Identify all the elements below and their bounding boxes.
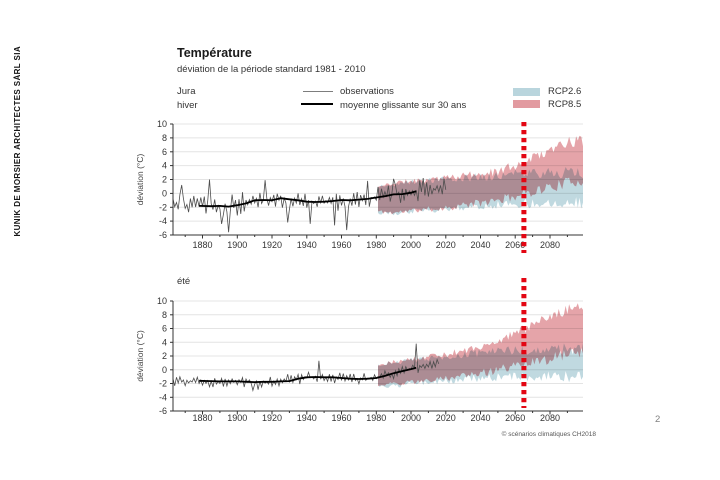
- legend-observations: observations: [340, 86, 394, 97]
- chart-hiver: 10 8 6 4 2 0 -2 -4 -6 1880 1900 1920 1940 1960 1980 200…: [135, 119, 583, 253]
- svg-text:1960: 1960: [331, 413, 351, 423]
- svg-text:1900: 1900: [227, 413, 247, 423]
- legend-rcp26: RCP2.6: [548, 86, 582, 97]
- copyright-credit: © scénarios climatiques CH2018: [501, 431, 596, 438]
- svg-text:1880: 1880: [192, 240, 212, 250]
- rcp26-swatch: [513, 88, 540, 96]
- svg-text:1900: 1900: [227, 240, 247, 250]
- brand-text: KUNIK DE MORSIER ARCHITECTES SÀRL SIA: [13, 45, 22, 237]
- season-label-hiver: hiver: [177, 100, 198, 111]
- page-title: Température: [177, 46, 252, 60]
- svg-text:1940: 1940: [297, 240, 317, 250]
- svg-text:-6: -6: [159, 406, 167, 416]
- svg-text:0: 0: [162, 188, 167, 198]
- svg-text:1980: 1980: [366, 413, 386, 423]
- svg-text:4: 4: [162, 161, 167, 171]
- svg-text:2: 2: [162, 175, 167, 185]
- svg-text:2080: 2080: [540, 413, 560, 423]
- svg-text:4: 4: [162, 337, 167, 347]
- rcp85-swatch: [513, 100, 540, 108]
- svg-text:8: 8: [162, 310, 167, 320]
- svg-text:2000: 2000: [401, 240, 421, 250]
- region-label: Jura: [177, 86, 196, 97]
- svg-text:10: 10: [157, 296, 167, 306]
- svg-text:2040: 2040: [470, 240, 490, 250]
- brand-sidebar: KUNIK DE MORSIER ARCHITECTES SÀRL SIA: [13, 46, 22, 237]
- svg-text:2000: 2000: [401, 413, 421, 423]
- svg-text:1980: 1980: [366, 240, 386, 250]
- svg-text:2060: 2060: [505, 413, 525, 423]
- svg-text:-4: -4: [159, 392, 167, 402]
- svg-text:1960: 1960: [331, 240, 351, 250]
- svg-text:1940: 1940: [297, 413, 317, 423]
- svg-text:déviation (°C): déviation (°C): [135, 154, 145, 206]
- svg-text:-2: -2: [159, 379, 167, 389]
- legend-rcp85: RCP8.5: [548, 98, 582, 110]
- svg-text:2020: 2020: [436, 413, 456, 423]
- svg-text:-4: -4: [159, 216, 167, 226]
- svg-text:6: 6: [162, 324, 167, 334]
- svg-text:1920: 1920: [262, 413, 282, 423]
- svg-text:2040: 2040: [470, 413, 490, 423]
- running-mean-line-sample: [301, 103, 333, 105]
- svg-text:6: 6: [162, 147, 167, 157]
- observations-line-sample: [303, 91, 333, 92]
- svg-text:déviation (°C): déviation (°C): [135, 330, 145, 382]
- svg-text:2080: 2080: [540, 240, 560, 250]
- svg-text:2020: 2020: [436, 240, 456, 250]
- chart-ete: 10 8 6 4 2 0 -2 -4 -6 1880 1900 1920 1940 1960 1980 200…: [135, 278, 583, 423]
- page-number: 2: [655, 414, 661, 425]
- svg-text:1880: 1880: [192, 413, 212, 423]
- svg-text:2: 2: [162, 351, 167, 361]
- svg-text:10: 10: [157, 119, 167, 129]
- season-label-ete: été: [177, 276, 191, 287]
- svg-text:2060: 2060: [505, 240, 525, 250]
- svg-text:0: 0: [162, 365, 167, 375]
- svg-text:1920: 1920: [262, 240, 282, 250]
- svg-text:-6: -6: [159, 230, 167, 240]
- page-subtitle: déviation de la période standard 1981 - …: [177, 64, 366, 75]
- svg-text:8: 8: [162, 133, 167, 143]
- svg-text:-2: -2: [159, 202, 167, 212]
- legend-running-mean: moyenne glissante sur 30 ans: [340, 99, 467, 111]
